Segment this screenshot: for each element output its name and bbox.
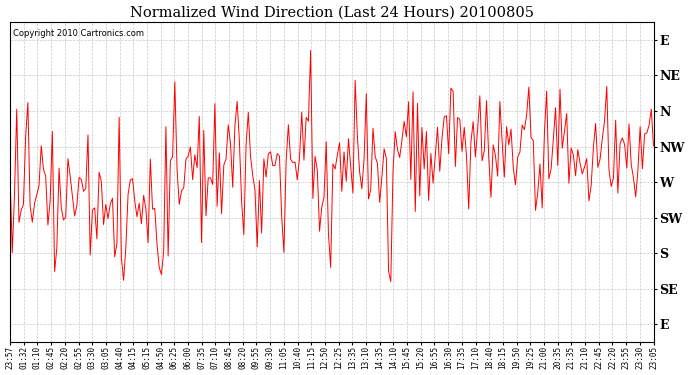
Text: Copyright 2010 Cartronics.com: Copyright 2010 Cartronics.com (13, 28, 144, 38)
Title: Normalized Wind Direction (Last 24 Hours) 20100805: Normalized Wind Direction (Last 24 Hours… (130, 6, 534, 20)
